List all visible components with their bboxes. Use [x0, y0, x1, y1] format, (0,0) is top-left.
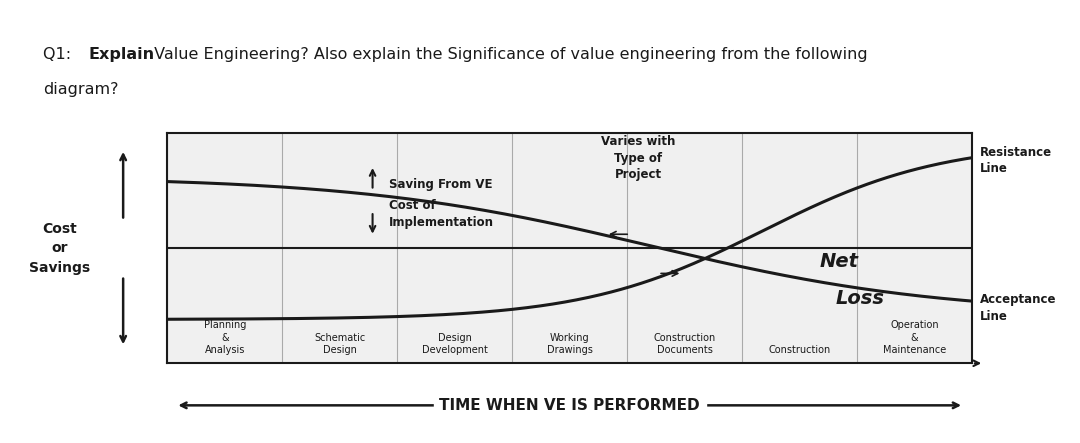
- Text: Cost of: Cost of: [389, 199, 435, 212]
- Text: Varies with
Type of
Project: Varies with Type of Project: [600, 135, 675, 181]
- Text: Planning
&
Analysis: Planning & Analysis: [204, 320, 246, 355]
- Text: Design
Development: Design Development: [422, 333, 488, 355]
- Text: Construction: Construction: [769, 345, 831, 355]
- Text: Q1:: Q1:: [43, 47, 77, 62]
- Text: Loss: Loss: [835, 289, 885, 308]
- Text: Saving From VE: Saving From VE: [389, 178, 492, 191]
- Text: Value Engineering? Also explain the Significance of value engineering from the f: Value Engineering? Also explain the Sign…: [149, 47, 867, 62]
- Text: Explain: Explain: [89, 47, 154, 62]
- Text: TIME WHEN VE IS PERFORMED: TIME WHEN VE IS PERFORMED: [440, 398, 700, 413]
- Text: Cost
or
Savings: Cost or Savings: [29, 222, 90, 275]
- Text: Acceptance
Line: Acceptance Line: [980, 293, 1056, 323]
- Text: diagram?: diagram?: [43, 82, 119, 97]
- Text: Operation
&
Maintenance: Operation & Maintenance: [883, 320, 946, 355]
- Text: Implementation: Implementation: [389, 216, 494, 229]
- Text: Working
Drawings: Working Drawings: [546, 333, 593, 355]
- Text: Construction
Documents: Construction Documents: [653, 333, 716, 355]
- Text: Resistance
Line: Resistance Line: [980, 146, 1052, 175]
- Text: Net: Net: [819, 253, 859, 272]
- Text: Schematic
Design: Schematic Design: [314, 333, 365, 355]
